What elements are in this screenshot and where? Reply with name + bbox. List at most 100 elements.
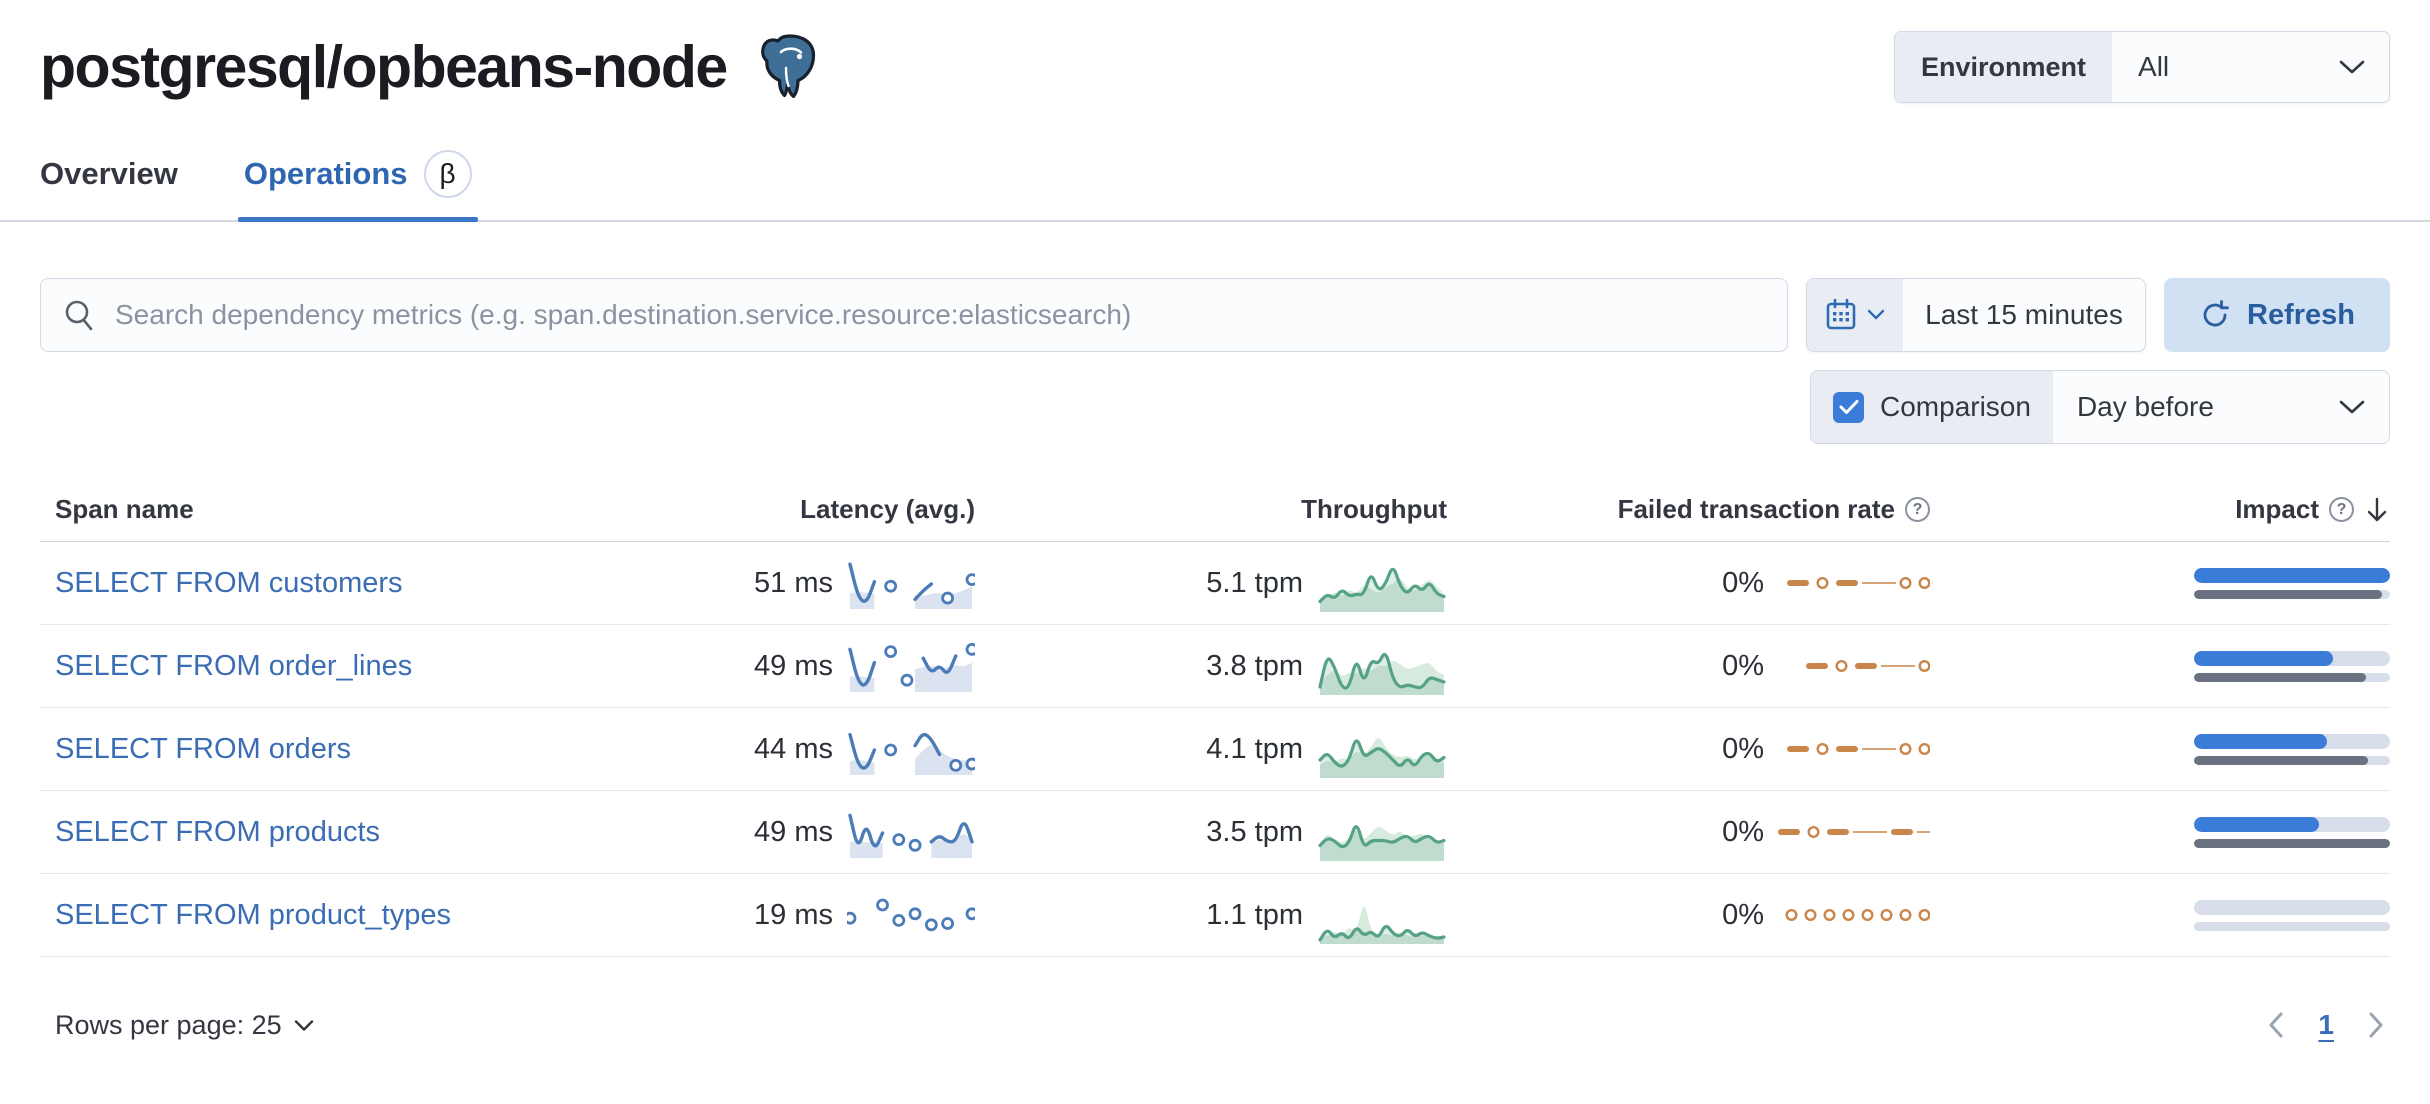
environment-label: Environment: [1895, 32, 2113, 102]
throughput-sparkline: [1318, 825, 1446, 861]
failed-rate-sparkline: [1778, 825, 1930, 839]
comparison-checkbox[interactable]: [1833, 391, 1864, 423]
page-number[interactable]: 1: [2318, 1009, 2334, 1040]
sort-desc-arrow-icon: [2367, 497, 2387, 521]
throughput-value: 5.1 tpm: [1206, 566, 1303, 599]
comparison-label: Comparison: [1880, 391, 2031, 422]
impact-previous-bar: [2194, 755, 2369, 765]
throughput-value: 4.1 tpm: [1206, 732, 1303, 765]
table-header: Span name Latency (avg.) Throughput Fail…: [40, 484, 2390, 542]
impact-bars: [2194, 733, 2390, 765]
chevron-down-icon: [294, 1019, 313, 1031]
span-name-link[interactable]: SELECT FROM products: [55, 815, 381, 848]
throughput-sparkline: [1318, 906, 1446, 944]
col-span-name: Span name: [55, 494, 194, 524]
chevron-down-icon: [2339, 32, 2389, 102]
controls-row: Last 15 minutes Refresh: [40, 278, 2390, 352]
impact-current-bar: [2194, 816, 2320, 832]
latency-sparkline: [848, 813, 974, 858]
col-impact[interactable]: Impact ?: [2235, 494, 2390, 525]
latency-value: 51 ms: [754, 566, 833, 599]
impact-bars: [2194, 567, 2390, 599]
question-icon[interactable]: ?: [2329, 497, 2354, 522]
date-quick-select-button[interactable]: [1807, 279, 1903, 351]
latency-value: 44 ms: [754, 732, 833, 765]
impact-bars: [2194, 650, 2390, 682]
comparison-row: Comparison Day before: [40, 370, 2390, 444]
tabs-bar: Overview Operations β: [0, 150, 2430, 222]
chevron-down-icon: [1867, 309, 1885, 320]
rows-per-page-button[interactable]: Rows per page: 25: [40, 1010, 314, 1041]
failed-rate-value: 0%: [1722, 732, 1764, 765]
impact-bars: [2194, 816, 2390, 848]
tab-overview[interactable]: Overview: [40, 156, 178, 191]
comparison-control: Comparison Day before: [1810, 370, 2390, 444]
calendar-icon: [1826, 298, 1856, 330]
latency-value: 19 ms: [754, 898, 833, 931]
check-icon: [1839, 400, 1858, 414]
failed-rate-value: 0%: [1722, 815, 1764, 848]
failed-rate-value: 0%: [1722, 649, 1764, 682]
table-row: SELECT FROM customers 51 ms 5.1 tpm 0%: [40, 542, 2390, 625]
question-icon[interactable]: ?: [1905, 497, 1930, 522]
dependency-detail-page: postgresql/opbeans-node Environment All …: [0, 0, 2430, 1041]
throughput-sparkline: [1318, 567, 1446, 612]
refresh-icon: [2203, 300, 2229, 327]
failed-rate-sparkline: [1787, 742, 1930, 756]
latency-value: 49 ms: [754, 649, 833, 682]
next-page-button[interactable]: [2368, 1012, 2384, 1038]
col-failed-rate: Failed transaction rate ?: [1618, 494, 1930, 525]
header: postgresql/opbeans-node Environment All: [40, 0, 2390, 104]
table-row: SELECT FROM orders 44 ms 4.1 tpm 0%: [40, 708, 2390, 791]
failed-rate-sparkline: [1787, 576, 1930, 590]
throughput-value: 3.5 tpm: [1206, 815, 1303, 848]
impact-current-bar: [2194, 733, 2328, 749]
table-body: SELECT FROM customers 51 ms 5.1 tpm 0%: [40, 542, 2390, 957]
environment-select[interactable]: Environment All: [1894, 31, 2390, 103]
latency-sparkline: [847, 898, 975, 932]
time-range-button[interactable]: Last 15 minutes: [1925, 299, 2123, 330]
failed-rate-sparkline: [1785, 908, 1930, 922]
throughput-sparkline: [1318, 652, 1446, 695]
throughput-sparkline: [1318, 738, 1446, 778]
table-row: SELECT FROM order_lines 49 ms 3.8 tpm 0%: [40, 625, 2390, 708]
table-footer: Rows per page: 25 1: [40, 1009, 2390, 1041]
chevron-right-icon: [2369, 1012, 2383, 1038]
tab-operations[interactable]: Operations β: [237, 150, 478, 222]
latency-sparkline: [848, 562, 975, 609]
span-name-link[interactable]: SELECT FROM customers: [55, 566, 403, 599]
environment-value: All: [2138, 51, 2170, 82]
impact-previous-bar: [2194, 838, 2390, 848]
search-input[interactable]: [115, 299, 1765, 331]
impact-previous-bar: [2194, 672, 2367, 682]
pagination: 1: [2268, 1009, 2390, 1041]
impact-current-bar: [2194, 650, 2334, 666]
chevron-down-icon: [2339, 400, 2365, 414]
failed-rate-value: 0%: [1722, 898, 1764, 931]
span-name-link[interactable]: SELECT FROM order_lines: [55, 649, 413, 682]
chevron-left-icon: [2269, 1012, 2283, 1038]
impact-current-bar: [2194, 567, 2390, 583]
impact-previous-bar: [2194, 589, 2383, 599]
latency-sparkline: [848, 732, 975, 775]
latency-sparkline: [848, 643, 975, 692]
col-throughput: Throughput: [1301, 494, 1447, 524]
postgresql-elephant-icon: [760, 34, 815, 99]
span-name-link[interactable]: SELECT FROM orders: [55, 732, 351, 765]
failed-rate-sparkline: [1806, 659, 1930, 673]
comparison-select[interactable]: Day before: [2053, 371, 2389, 443]
search-icon: [65, 300, 93, 331]
table-row: SELECT FROM product_types 19 ms 1.1 tpm …: [40, 874, 2390, 957]
span-name-link[interactable]: SELECT FROM product_types: [55, 898, 451, 931]
throughput-value: 3.8 tpm: [1206, 649, 1303, 682]
operations-table: Span name Latency (avg.) Throughput Fail…: [40, 484, 2390, 957]
table-row: SELECT FROM products 49 ms 3.5 tpm 0%: [40, 791, 2390, 874]
page-title: postgresql/opbeans-node: [40, 34, 728, 100]
throughput-value: 1.1 tpm: [1206, 898, 1303, 931]
previous-page-button[interactable]: [2268, 1012, 2284, 1038]
beta-badge: β: [423, 150, 472, 198]
refresh-button[interactable]: Refresh: [2164, 278, 2390, 352]
search-box: [40, 278, 1788, 352]
failed-rate-value: 0%: [1722, 566, 1764, 599]
date-picker: Last 15 minutes: [1806, 278, 2146, 352]
